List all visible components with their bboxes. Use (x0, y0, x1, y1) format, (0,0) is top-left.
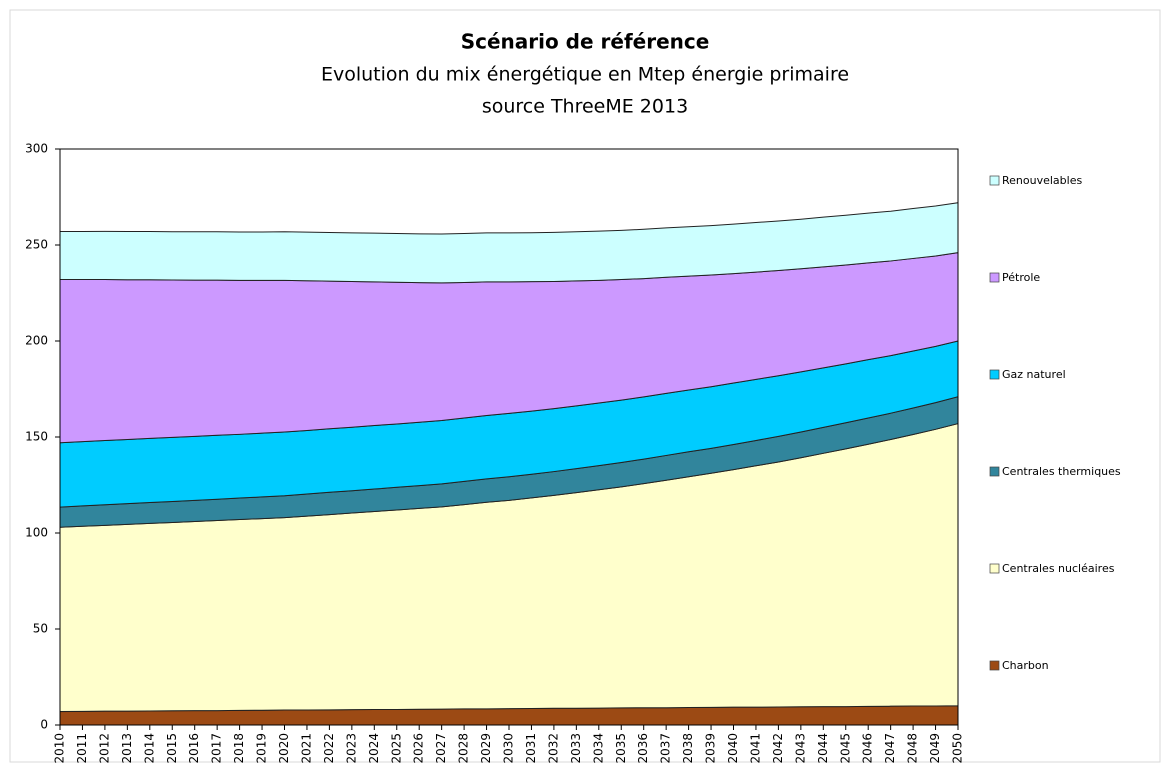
x-tick-label: 2018 (232, 733, 246, 764)
x-tick-label: 2011 (75, 733, 89, 764)
x-tick-label: 2041 (748, 733, 762, 764)
y-tick-label: 100 (25, 526, 48, 540)
legend-label: Centrales thermiques (1002, 465, 1121, 478)
legend-label: Charbon (1002, 659, 1049, 672)
x-tick-label: 2046 (861, 733, 875, 764)
legend-swatch (989, 563, 1000, 574)
x-tick-label: 2037 (659, 733, 673, 764)
x-tick-label: 2033 (569, 733, 583, 764)
legend-swatch (989, 272, 1000, 283)
x-tick-label: 2047 (883, 733, 897, 764)
x-tick-label: 2014 (142, 733, 156, 764)
x-tick-label: 2031 (524, 733, 538, 764)
x-tick-label: 2038 (681, 733, 695, 764)
x-tick-label: 2048 (906, 733, 920, 764)
x-tick-label: 2029 (479, 733, 493, 764)
x-tick-label: 2025 (389, 733, 403, 764)
y-tick-label: 250 (25, 238, 48, 252)
x-tick-label: 2039 (704, 733, 718, 764)
legend-swatch (989, 175, 1000, 186)
x-tick-label: 2010 (53, 733, 67, 764)
chart-title: Scénario de référence (461, 30, 710, 54)
x-tick-label: 2024 (367, 733, 381, 764)
y-tick-label: 150 (25, 430, 48, 444)
legend-label: Pétrole (1002, 271, 1040, 284)
chart-subtitle: Evolution du mix énergétique en Mtep éne… (321, 64, 849, 86)
legend-swatch (989, 660, 1000, 671)
legend-swatch (989, 466, 1000, 477)
x-tick-label: 2043 (793, 733, 807, 764)
y-tick-label: 200 (25, 334, 48, 348)
x-tick-label: 2020 (277, 733, 291, 764)
x-tick-label: 2040 (726, 733, 740, 764)
x-tick-label: 2035 (614, 733, 628, 764)
x-tick-label: 2044 (816, 733, 830, 764)
x-tick-label: 2012 (97, 733, 111, 764)
x-tick-label: 2030 (502, 733, 516, 764)
legend-swatch (989, 369, 1000, 380)
x-tick-label: 2034 (591, 733, 605, 764)
legend-label: Gaz naturel (1002, 368, 1066, 381)
x-tick-label: 2027 (434, 733, 448, 764)
x-tick-label: 2022 (322, 733, 336, 764)
y-tick-label: 0 (40, 718, 48, 732)
x-tick-label: 2050 (951, 733, 965, 764)
legend-label: Renouvelables (1002, 174, 1082, 187)
x-tick-label: 2049 (928, 733, 942, 764)
x-tick-label: 2023 (344, 733, 358, 764)
x-tick-label: 2013 (120, 733, 134, 764)
x-tick-label: 2045 (838, 733, 852, 764)
x-tick-label: 2017 (210, 733, 224, 764)
x-tick-label: 2019 (255, 733, 269, 764)
x-tick-label: 2021 (299, 733, 313, 764)
chart-source: source ThreeME 2013 (482, 96, 688, 118)
x-tick-label: 2016 (187, 733, 201, 764)
y-tick-label: 50 (33, 622, 48, 636)
x-tick-label: 2032 (546, 733, 560, 764)
x-tick-label: 2042 (771, 733, 785, 764)
x-tick-label: 2026 (412, 733, 426, 764)
x-tick-label: 2036 (636, 733, 650, 764)
x-tick-label: 2028 (457, 733, 471, 764)
x-tick-label: 2015 (165, 733, 179, 764)
legend-label: Centrales nucléaires (1002, 562, 1115, 575)
y-tick-label: 300 (25, 142, 48, 156)
